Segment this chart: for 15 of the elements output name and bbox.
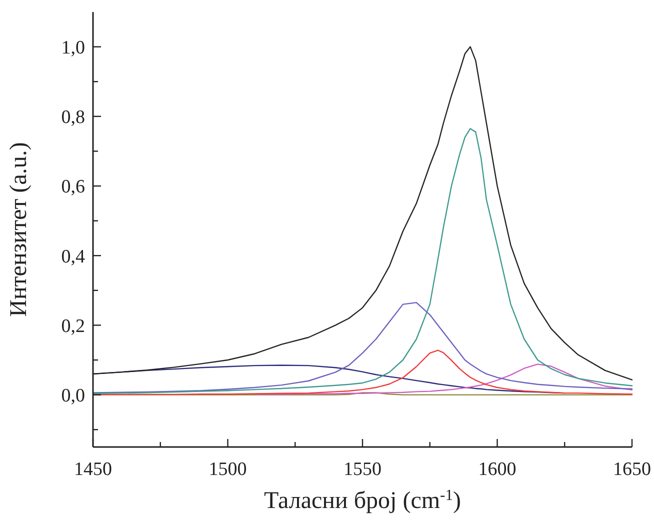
line-series [92,302,633,394]
x-tick-label: 1450 [74,459,112,480]
y-tick-label: 0,4 [61,246,86,268]
x-tick-label: 1600 [478,459,516,480]
x-tick-label: 1500 [208,459,247,480]
x-axis-title: Таласни број (cm$^{-1}$) [264,486,462,514]
x-tick-label: 1550 [344,459,382,480]
y-tick-label: 0,2 [61,316,85,337]
y-axis-title: Интензитет (a.u.) [6,142,32,317]
line-series [92,128,633,394]
x-tick-label: 1650 [613,459,651,480]
y-tick-label: 0,8 [61,107,85,128]
y-tick-label: 1,0 [61,37,85,58]
y-tick-label: 0,0 [61,385,85,406]
y-tick-label: 0,6 [61,176,85,198]
